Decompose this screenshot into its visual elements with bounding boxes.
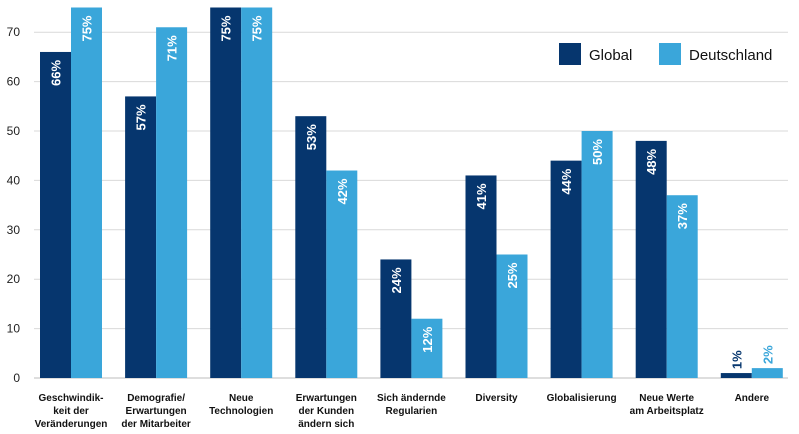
bar-deutschland — [666, 195, 698, 378]
bar-deutschland — [71, 7, 102, 378]
y-tick-label: 70 — [7, 25, 21, 39]
x-category-label: Neue Werte am Arbeitsplatz — [630, 393, 704, 417]
bars — [40, 7, 783, 379]
x-category-label: Geschwindik-keit der Veränderungen — [35, 393, 108, 430]
legend-swatch — [559, 43, 581, 65]
data-label: 48% — [644, 148, 659, 174]
bar-global — [720, 373, 752, 378]
data-labels: 66% 75% 57% 71% 75% 75% 53% 42% 24% 12% 41% 25% 44% 5… — [49, 15, 776, 369]
bar-global — [635, 140, 667, 378]
data-label: 24% — [389, 267, 404, 293]
legend-swatch — [659, 43, 681, 65]
data-label: 75% — [250, 15, 265, 41]
data-label: 12% — [420, 326, 435, 352]
x-category-label: Globalisierung — [547, 393, 617, 404]
y-tick-label: 40 — [7, 173, 21, 187]
data-label: 75% — [80, 15, 95, 41]
legend-label: Global — [589, 47, 632, 64]
bar-deutschland — [411, 318, 443, 378]
y-tick-label: 30 — [7, 223, 21, 237]
data-label: 42% — [335, 178, 350, 204]
y-tick-label: 20 — [7, 272, 21, 286]
x-category-label: Demografie/Erwartungen der Mitarbeiter — [121, 393, 191, 430]
bar-global — [295, 116, 327, 379]
x-category-label: Diversity — [475, 393, 518, 404]
bar-deutschland — [326, 170, 358, 378]
bar-global — [550, 160, 582, 378]
x-category-label: Sich ändernde Regularien — [377, 393, 446, 417]
x-axis-categories: Geschwindik-keit der Veränderungen Demogra… — [35, 393, 770, 430]
data-label: 50% — [590, 139, 605, 165]
y-tick-label: 10 — [7, 322, 21, 336]
data-label: 25% — [505, 262, 520, 288]
bar-global — [465, 175, 497, 378]
data-label: 53% — [304, 124, 319, 150]
legend-label: Deutschland — [689, 47, 772, 64]
bar-deutschland — [241, 7, 273, 378]
data-label: 44% — [559, 168, 574, 194]
bar-global — [380, 259, 412, 378]
data-label: 2% — [760, 345, 775, 364]
legend: Global Deutschland — [559, 43, 772, 65]
bar-deutschland — [581, 131, 613, 378]
data-label: 37% — [675, 203, 690, 229]
data-label: 57% — [134, 104, 149, 130]
data-label: 71% — [165, 35, 180, 61]
y-axis-ticks: 0 10 20 30 40 50 60 70 — [7, 25, 21, 385]
data-label: 75% — [219, 15, 234, 41]
y-tick-label: 60 — [7, 75, 21, 89]
bar-global — [40, 51, 71, 379]
data-label: 1% — [729, 350, 744, 369]
y-tick-label: 50 — [7, 124, 21, 138]
bar-deutschland — [156, 27, 188, 378]
bar-global — [125, 96, 157, 379]
y-tick-label: 0 — [13, 371, 20, 385]
x-category-label: Andere — [735, 393, 770, 404]
data-label: 41% — [474, 183, 489, 209]
data-label: 66% — [49, 60, 64, 86]
bar-global — [210, 7, 242, 378]
bar-deutschland — [751, 368, 783, 378]
x-category-label: Erwartungen der Kunden ändern sich — [296, 393, 357, 430]
bar-deutschland — [496, 254, 528, 378]
x-category-label: Neue Technologien — [209, 393, 273, 417]
